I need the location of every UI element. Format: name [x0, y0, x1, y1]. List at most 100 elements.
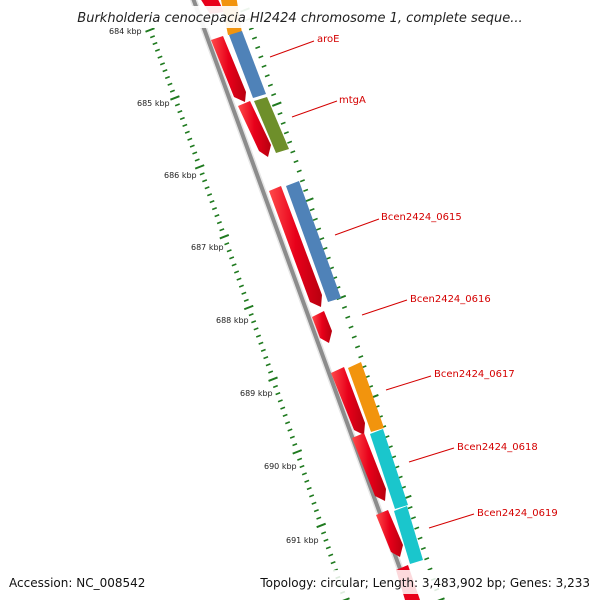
scale-tick — [348, 325, 354, 329]
scale-label: 691 kbp — [286, 536, 319, 545]
scale-tick — [154, 48, 161, 52]
scale-tick — [231, 263, 237, 267]
scale-tick — [304, 479, 310, 483]
scale-tick — [251, 320, 257, 324]
gene-label-0615[interactable]: Bcen2424_0615 — [381, 212, 462, 223]
scale-tick — [316, 516, 322, 520]
scale-tick — [204, 186, 210, 190]
scale-tick — [260, 348, 266, 353]
scale-tick — [149, 35, 156, 39]
feature-tracks — [201, 0, 423, 600]
scale-tick — [209, 200, 215, 204]
scale-tick — [299, 464, 305, 469]
scale-tick — [437, 597, 445, 600]
scale-tick — [319, 237, 325, 241]
cds-feature — [211, 36, 246, 102]
scale-label: 689 kbp — [240, 389, 273, 398]
scale-tick — [287, 428, 293, 432]
scale-tick — [290, 150, 296, 154]
scale-tick — [164, 75, 171, 80]
scale-tick — [248, 313, 254, 317]
leader-line — [408, 447, 455, 463]
scale-tick — [306, 486, 312, 491]
cds-feature — [331, 367, 365, 435]
scale-tick — [145, 27, 155, 33]
scale-tick — [184, 130, 190, 134]
scale-tick — [292, 449, 303, 455]
leader-line — [385, 375, 432, 391]
scale-tick — [263, 355, 269, 360]
cds-feature — [312, 311, 332, 343]
scale-tick — [214, 214, 220, 218]
leader-line — [334, 218, 380, 236]
cog-feature — [348, 362, 384, 432]
scale-tick — [224, 242, 230, 246]
scale-tick — [174, 103, 180, 107]
scale-tick — [255, 334, 262, 338]
scale-tick — [407, 506, 413, 510]
scale-labels: 684 kbp 685 kbp 686 kbp 687 kbp 688 kbp … — [109, 27, 319, 545]
scale-tick — [282, 413, 288, 418]
scale-tick — [285, 421, 291, 425]
scale-tick — [265, 363, 271, 367]
leader-line — [291, 100, 338, 118]
scale-tick — [311, 501, 317, 505]
scale-label: 686 kbp — [164, 171, 197, 180]
scale-tick — [177, 110, 183, 114]
gene-label-0618[interactable]: Bcen2424_0618 — [457, 442, 538, 453]
scale-tick — [219, 234, 230, 240]
scale-tick — [243, 304, 254, 311]
scale-tick — [301, 472, 307, 476]
scale-label: 688 kbp — [216, 316, 249, 325]
gene-label-0617[interactable]: Bcen2424_0617 — [434, 369, 515, 380]
gene-label-0619[interactable]: Bcen2424_0619 — [477, 508, 558, 519]
scale-tick — [169, 89, 175, 93]
gene-label-0616[interactable]: Bcen2424_0616 — [410, 294, 491, 305]
scale-tick — [167, 82, 173, 86]
scale-label: 687 kbp — [191, 243, 224, 252]
scale-tick — [216, 221, 222, 225]
scale-tick — [287, 140, 293, 144]
scale-tick — [199, 172, 205, 176]
scale-tick — [192, 151, 198, 155]
scale-tick — [323, 538, 329, 542]
scale-label: 684 kbp — [109, 27, 142, 36]
scale-tick — [316, 227, 322, 231]
scale-tick — [207, 193, 213, 197]
scale-tick — [358, 355, 364, 359]
scale-tick — [170, 95, 180, 101]
map-title: Burkholderia cenocepacia HI2424 chromoso… — [77, 11, 522, 26]
footer-backing — [0, 570, 600, 594]
scale-tick — [271, 93, 277, 97]
cog-feature — [254, 97, 289, 153]
scale-tick — [312, 217, 318, 221]
scale-tick — [321, 531, 327, 535]
scale-tick — [268, 370, 274, 374]
topology-text: Topology: circular; Length: 3,483,902 bp… — [259, 576, 590, 590]
scale-tick — [322, 246, 328, 251]
scale-label: 690 kbp — [264, 462, 297, 471]
scale-tick — [234, 270, 240, 274]
cds-feature — [352, 433, 386, 501]
scale-tick — [313, 509, 319, 513]
scale-tick — [219, 228, 225, 232]
scale-tick — [194, 158, 200, 162]
scale-tick — [187, 137, 193, 141]
scale-tick — [261, 64, 267, 68]
scale-label: 685 kbp — [137, 99, 170, 108]
scale-tick — [226, 249, 232, 253]
scale-tick — [351, 335, 357, 339]
scale-tick — [251, 36, 258, 40]
scale-tick — [292, 442, 298, 447]
scale-tick — [253, 327, 259, 331]
gene-label-mtgA[interactable]: mtgA — [339, 95, 366, 106]
scale-tick — [341, 305, 348, 309]
scale-tick — [299, 179, 305, 183]
scale-tick — [162, 69, 168, 73]
scale-tick — [309, 208, 315, 212]
scale-tick — [182, 123, 188, 128]
scale-tick — [277, 399, 283, 403]
gene-label-aroE[interactable]: aroE — [317, 34, 339, 45]
scale-tick — [316, 522, 327, 529]
scale-tick — [296, 169, 302, 173]
